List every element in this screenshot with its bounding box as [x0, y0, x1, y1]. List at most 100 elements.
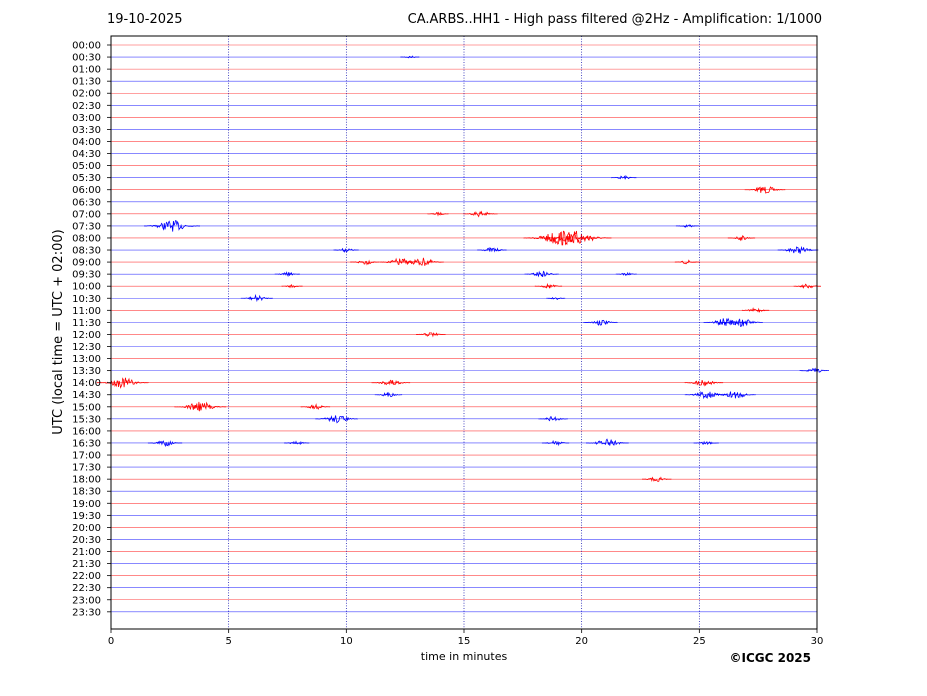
seismic-event-43 [541, 439, 570, 447]
y-tick-label: 09:30 [72, 270, 101, 281]
seismic-event-0 [400, 55, 420, 59]
seismic-event-2 [744, 186, 786, 194]
y-tick-label: 23:00 [72, 595, 101, 606]
chart-date: 19-10-2025 [107, 12, 183, 27]
x-tick-label: 10 [340, 636, 353, 647]
y-tick-label: 17:30 [72, 463, 101, 474]
x-tick-label: 5 [225, 636, 231, 647]
seismic-event-28 [720, 318, 763, 327]
seismic-event-19 [615, 271, 637, 276]
seismic-event-20 [281, 284, 303, 289]
seismic-event-33 [684, 380, 724, 387]
seismic-event-25 [741, 307, 770, 313]
seismic-event-31 [96, 377, 149, 389]
seismic-event-45 [693, 440, 719, 445]
x-tick-label: 15 [458, 636, 471, 647]
y-tick-label: 13:30 [72, 366, 101, 377]
copyright-credit: ©ICGC 2025 [729, 651, 811, 665]
y-tick-label: 03:00 [72, 113, 101, 124]
seismic-event-36 [712, 391, 756, 399]
seismic-event-1 [611, 174, 637, 180]
y-tick-label: 00:00 [72, 41, 101, 52]
seismic-event-29 [416, 332, 446, 338]
y-tick-label: 23:30 [72, 607, 101, 618]
seismic-event-14 [379, 257, 421, 266]
vertical-grid [228, 36, 700, 629]
seismic-event-12 [777, 245, 819, 254]
y-tick-label: 01:30 [72, 77, 101, 88]
y-tick-label: 10:30 [72, 294, 101, 305]
seismic-event-37 [174, 401, 227, 412]
seismic-event-4 [463, 210, 498, 218]
x-axis-ticks: 0 5 10 15 20 25 30 [108, 629, 824, 647]
x-tick-label: 0 [108, 636, 114, 647]
y-tick-label: 05:00 [72, 161, 101, 172]
seismic-event-6 [675, 224, 700, 228]
seismic-event-7 [523, 230, 597, 246]
y-tick-label: 07:00 [72, 209, 101, 220]
x-tick-label: 20 [575, 636, 588, 647]
y-tick-label: 02:30 [72, 101, 101, 112]
y-tick-label: 20:30 [72, 535, 101, 546]
x-axis-label: time in minutes [421, 650, 508, 663]
y-tick-label: 16:30 [72, 438, 101, 449]
y-tick-label: 13:00 [72, 354, 101, 365]
seismic-event-8 [542, 230, 612, 244]
y-tick-label: 16:00 [72, 426, 101, 437]
seismic-event-26 [583, 319, 618, 326]
seismic-event-40 [538, 416, 568, 422]
seismic-event-10 [333, 247, 359, 253]
y-tick-label: 12:30 [72, 342, 101, 353]
y-tick-label: 04:00 [72, 137, 101, 148]
x-tick-label: 25 [693, 636, 706, 647]
y-tick-label: 18:00 [72, 475, 101, 486]
y-tick-label: 01:00 [72, 65, 101, 76]
y-tick-label: 11:30 [72, 318, 101, 329]
y-tick-label: 19:30 [72, 511, 101, 522]
seismic-event-38 [300, 403, 331, 410]
y-tick-label: 15:00 [72, 402, 101, 413]
trace-layer [96, 44, 830, 613]
seismic-event-18 [524, 270, 559, 278]
seismic-event-30 [799, 367, 830, 374]
seismic-event-9 [727, 235, 756, 242]
y-tick-label: 08:00 [72, 233, 101, 244]
y-tick-label: 17:00 [72, 451, 101, 462]
y-tick-label: 04:30 [72, 149, 101, 160]
seismic-event-15 [398, 257, 444, 266]
y-tick-label: 18:30 [72, 487, 101, 498]
y-tick-label: 03:30 [72, 125, 101, 136]
y-tick-label: 11:00 [72, 306, 101, 317]
seismic-event-17 [274, 271, 300, 278]
seismic-event-27 [703, 317, 747, 327]
seismic-event-3 [427, 211, 449, 217]
y-tick-label: 07:30 [72, 221, 101, 232]
y-tick-label: 05:30 [72, 173, 101, 184]
x-tick-label: 30 [811, 636, 824, 647]
seismic-event-32 [371, 379, 411, 386]
seismic-event-44 [585, 438, 629, 446]
y-tick-label: 06:30 [72, 197, 101, 208]
seismic-event-41 [147, 440, 183, 448]
y-tick-label: 15:30 [72, 414, 101, 425]
seismic-event-5 [143, 220, 200, 232]
y-tick-label: 20:00 [72, 523, 101, 534]
y-tick-label: 21:00 [72, 547, 101, 558]
y-tick-label: 10:00 [72, 282, 101, 293]
y-tick-label: 08:30 [72, 246, 101, 257]
y-tick-label: 19:00 [72, 499, 101, 510]
y-tick-label: 14:30 [72, 390, 101, 401]
y-tick-label: 22:30 [72, 583, 101, 594]
y-tick-label: 09:00 [72, 258, 101, 269]
y-axis-label: UTC (local time = UTC + 02:00) [51, 229, 66, 434]
seismic-event-39 [315, 415, 358, 424]
seismic-event-24 [546, 296, 566, 300]
y-tick-label: 22:00 [72, 571, 101, 582]
y-axis-ticks: 00:0000:3001:0001:3002:0002:3003:0003:30… [72, 41, 111, 618]
seismic-event-46 [641, 476, 672, 482]
y-tick-label: 21:30 [72, 559, 101, 570]
y-tick-label: 00:30 [72, 53, 101, 64]
y-tick-label: 02:00 [72, 89, 101, 100]
y-tick-label: 06:00 [72, 185, 101, 196]
